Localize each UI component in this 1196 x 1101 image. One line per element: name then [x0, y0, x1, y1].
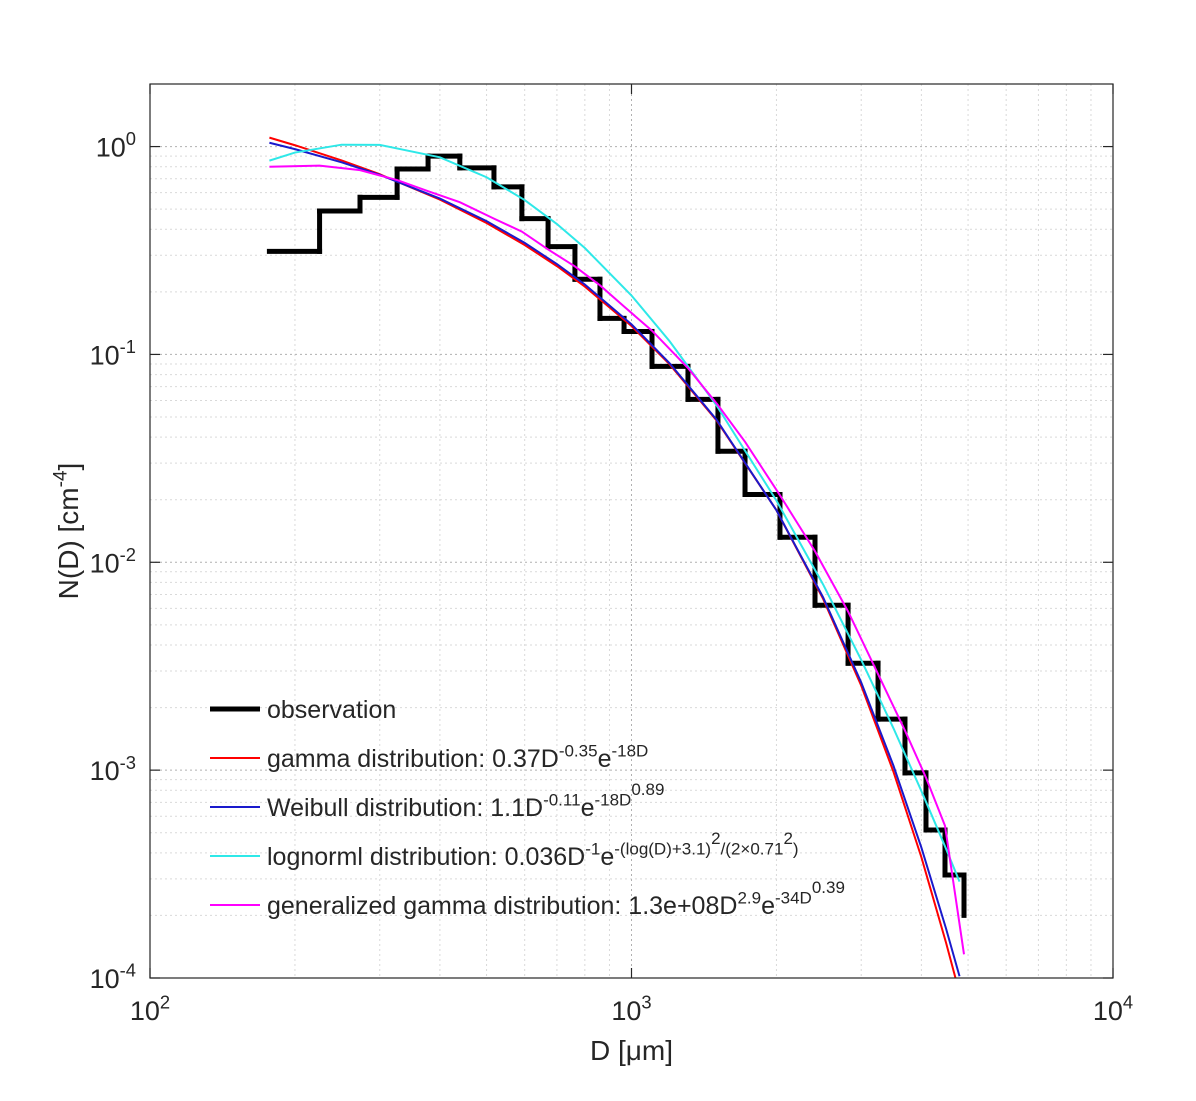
legend-label-part: generalized gamma distribution: 1.3e+08D: [267, 892, 737, 920]
y-axis-label-part: -4: [50, 470, 71, 487]
x-tick-label: 102: [130, 992, 170, 1026]
y-axis-label-part: N(D) [cm: [53, 487, 84, 599]
y-axis-label-part: ]: [53, 463, 84, 471]
x-tick-label-part: 2: [160, 992, 170, 1013]
y-tick-label: 10-3: [90, 752, 136, 786]
legend-label-part: 2: [783, 829, 792, 848]
y-tick-label-part: 10: [90, 756, 120, 786]
y-tick-label-part: -3: [120, 752, 136, 773]
legend-label-part: e: [581, 794, 595, 822]
fit-line: [269, 143, 961, 882]
legend-label-part: -18D: [594, 791, 631, 810]
legend-label-part: e: [598, 745, 612, 773]
x-tick-label-part: 3: [641, 992, 651, 1013]
y-tick-label: 10-1: [90, 336, 136, 370]
fit-line: [269, 164, 965, 955]
x-tick-label-part: 10: [130, 996, 160, 1026]
legend-label-part: 0.39: [812, 878, 845, 897]
x-axis-label: D [μm]: [590, 1035, 673, 1066]
y-tick-label-part: 10: [96, 133, 126, 163]
y-tick-label-part: -1: [120, 336, 136, 357]
legend-label: observation: [267, 696, 396, 724]
legend-label-part: -34D: [775, 889, 812, 908]
legend-label-part: /(2×0.71: [721, 840, 784, 859]
y-axis-label: N(D) [cm-4]: [50, 463, 84, 600]
legend-label-part: -(log(D)+3.1): [614, 840, 711, 859]
legend-label-part: 0.89: [631, 780, 664, 799]
y-tick-label-part: 10: [90, 964, 120, 994]
legend-label-part: -0.35: [559, 742, 598, 761]
legend-label-part: observation: [267, 696, 396, 724]
x-tick-label-part: 4: [1123, 992, 1133, 1013]
legend-label: gamma distribution: 0.37D-0.35e-18D: [267, 742, 648, 774]
x-tick-label: 103: [611, 992, 651, 1026]
legend-label-part: 2: [711, 829, 720, 848]
legend: observation gamma distribution: 0.37D-0.3…: [210, 696, 845, 920]
legend-label: Weibull distribution: 1.1D-0.11e-18D0.89: [267, 780, 664, 822]
legend-label-part: gamma distribution: 0.37D: [267, 745, 559, 773]
legend-label: lognorml distribution: 0.036D-1e-(log(D)…: [267, 829, 799, 871]
legend-label: generalized gamma distribution: 1.3e+08D…: [267, 878, 845, 920]
legend-label-part: 2.9: [737, 889, 761, 908]
legend-label-part: lognorml distribution: 0.036D: [267, 843, 585, 871]
y-tick-label-part: 10: [90, 340, 120, 370]
legend-label-part: -0.11: [543, 791, 581, 810]
x-tick-label-part: 10: [611, 996, 641, 1026]
legend-label-part: ): [793, 840, 799, 859]
y-tick-label-part: 0: [126, 128, 136, 149]
legend-label-part: -18D: [611, 742, 648, 761]
y-tick-label: 10-4: [90, 960, 136, 994]
y-tick-label: 10-2: [90, 544, 136, 578]
x-tick-label-part: 10: [1093, 996, 1123, 1026]
y-tick-label-part: 10: [90, 548, 120, 578]
y-tick-label: 100: [96, 128, 136, 162]
legend-label-part: e: [761, 892, 775, 920]
y-tick-label-part: -4: [120, 960, 136, 981]
legend-label-part: -1: [585, 840, 600, 859]
plot-marks: [266, 136, 967, 978]
legend-label-part: e: [600, 843, 614, 871]
x-tick-label: 104: [1093, 992, 1133, 1026]
y-tick-label-part: -2: [120, 544, 136, 565]
legend-label-part: Weibull distribution: 1.1D: [267, 794, 543, 822]
